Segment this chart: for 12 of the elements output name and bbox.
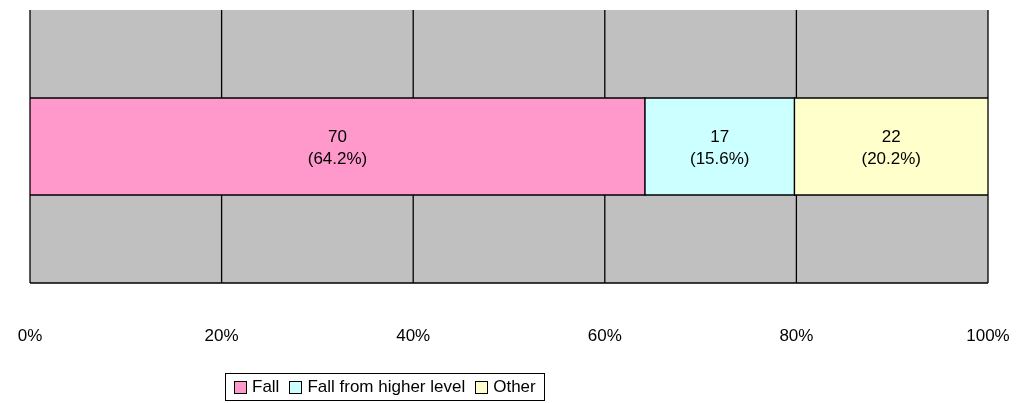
x-tick-label: 40% bbox=[396, 326, 431, 346]
x-tick-label: 80% bbox=[779, 326, 814, 346]
x-tick-label: 60% bbox=[587, 326, 622, 346]
legend-label: Other bbox=[493, 377, 536, 397]
x-tick-label: 0% bbox=[17, 326, 43, 346]
legend-label: Fall from higher level bbox=[307, 377, 466, 397]
x-tick-label: 20% bbox=[204, 326, 239, 346]
x-tick-label: 100% bbox=[966, 326, 1010, 346]
data-label: 22 (20.2%) bbox=[861, 126, 922, 167]
legend-label: Fall bbox=[252, 377, 280, 397]
data-label: 70 (64.2%) bbox=[307, 126, 368, 167]
data-label: 17 (15.6%) bbox=[689, 126, 750, 167]
